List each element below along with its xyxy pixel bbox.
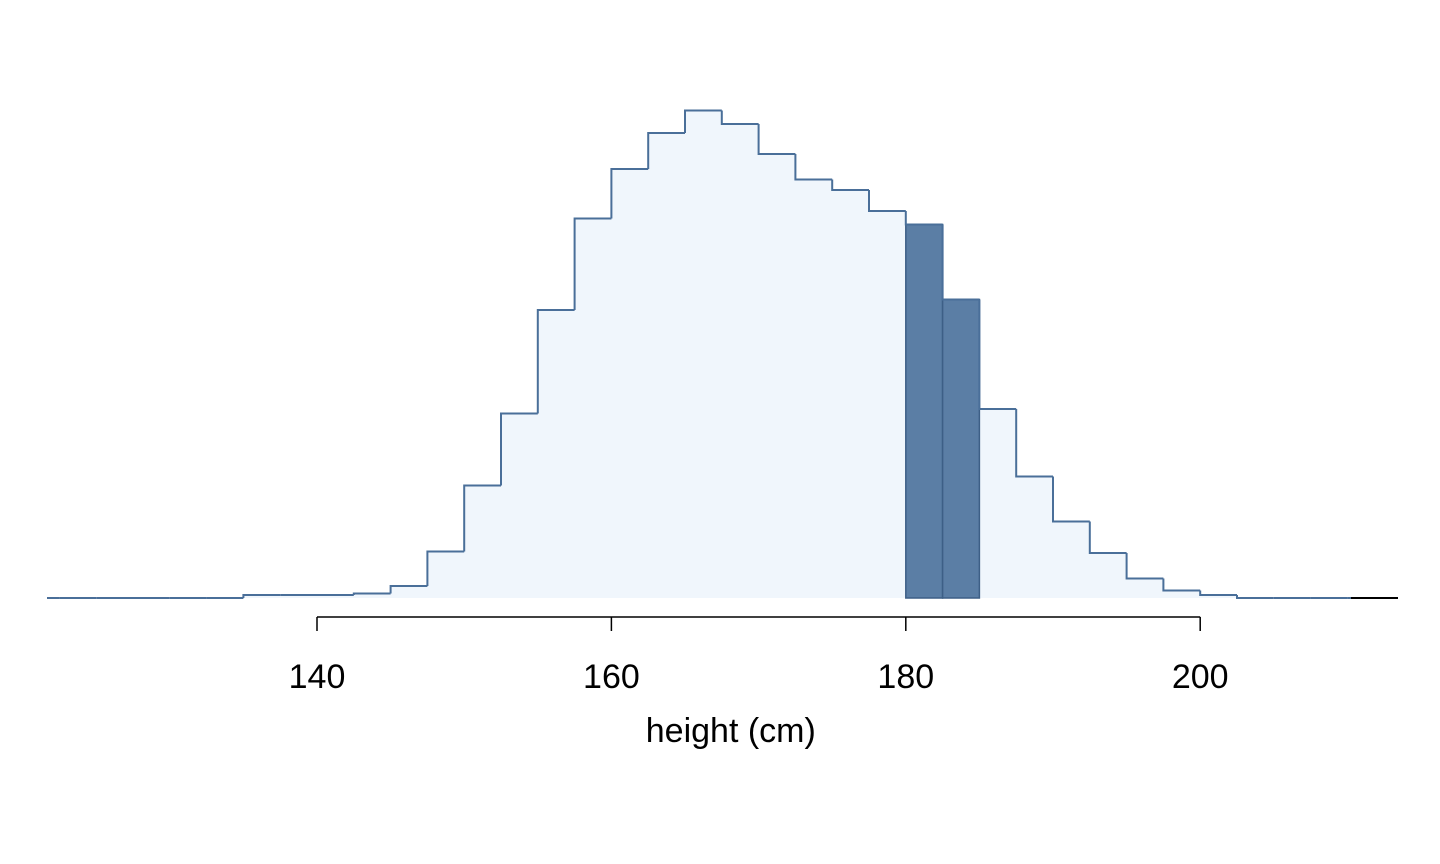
histogram-bin [1015,409,1053,478]
histogram-bin [389,585,428,594]
histogram-bin [757,124,796,155]
highlighted-bar [905,223,944,599]
histogram-bin [978,299,1017,410]
plot-area [47,109,1398,599]
histogram-bin [536,309,575,414]
histogram-bin [1162,578,1201,592]
histogram-bin [647,132,685,169]
x-axis: 140 160 180 200 [289,616,1229,696]
histogram-bin [1125,553,1164,580]
histogram-bin [426,550,465,586]
histogram-bin [610,168,649,219]
x-axis-title: height (cm) [646,712,816,750]
x-tick-label: 160 [583,658,640,696]
x-tick-label: 180 [877,658,934,696]
histogram-bin [352,592,391,595]
highlighted-bar [941,298,981,599]
histogram-area [47,110,1398,598]
histogram-bin [1236,595,1274,599]
histogram-bin [684,109,722,133]
histogram-bin [573,217,612,310]
histogram-bin [904,211,943,226]
histogram-bin [463,484,501,552]
histogram-bin [500,412,538,486]
histogram-bin [794,154,833,181]
histogram-bin [868,190,906,212]
histogram-bin [1199,590,1237,596]
histogram-bin [720,110,759,125]
x-tick-label: 140 [289,658,346,696]
histogram-bin [1052,476,1090,523]
histogram-bin [831,179,869,191]
histogram-bin [242,594,281,598]
x-tick-label: 200 [1172,658,1229,696]
histogram-bin [941,224,980,301]
histogram-bin [1088,521,1127,554]
